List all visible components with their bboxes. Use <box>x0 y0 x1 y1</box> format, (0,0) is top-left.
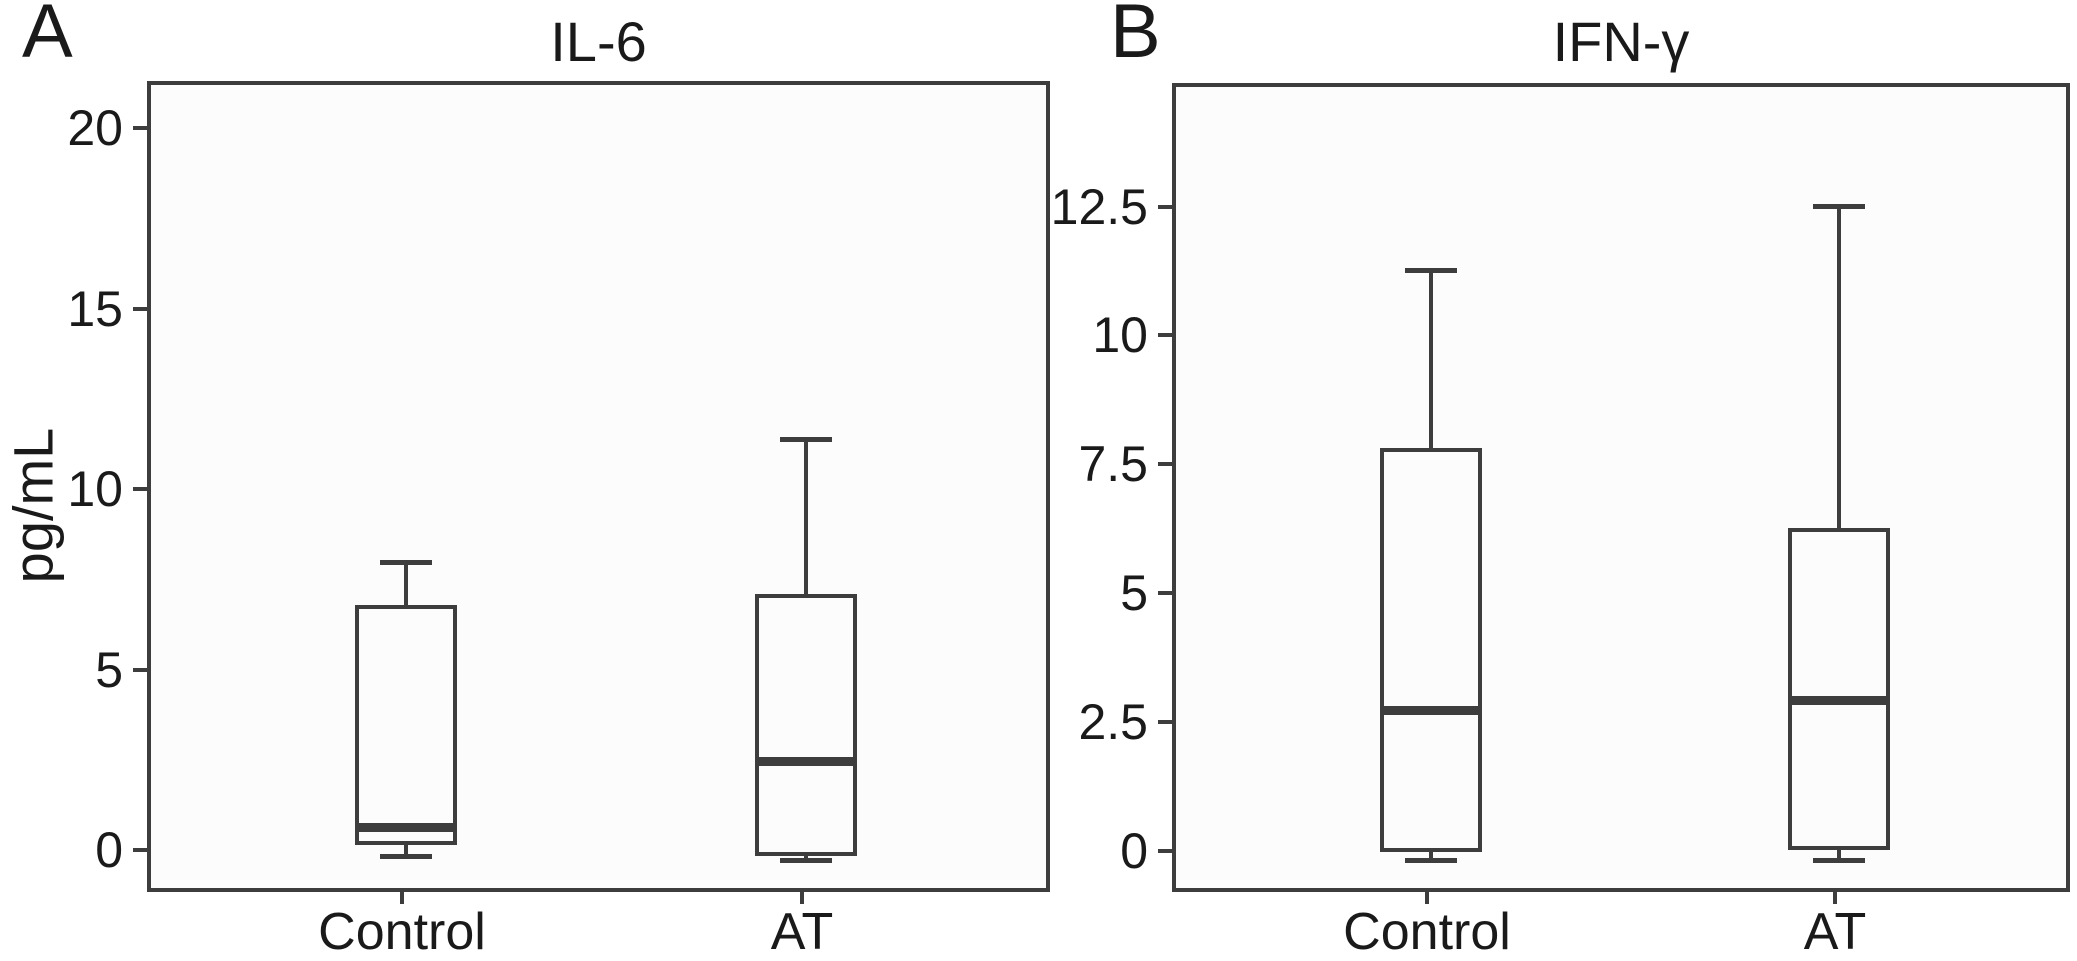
y-tick-mark <box>1158 591 1172 596</box>
lower-whisker <box>404 845 408 857</box>
y-tick-label: 12.5 <box>1050 178 1148 235</box>
y-tick-mark <box>133 306 147 311</box>
x-tick-mark <box>400 892 404 904</box>
y-tick-label: 5 <box>1120 565 1148 622</box>
upper-whisker <box>1837 205 1841 528</box>
y-tick-label: 15 <box>67 280 123 337</box>
y-tick-label: 7.5 <box>1078 436 1148 493</box>
x-tick-mark <box>1833 892 1837 904</box>
y-tick-label: 10 <box>67 461 123 518</box>
box-iqr <box>355 605 457 846</box>
upper-whisker-cap <box>780 437 832 443</box>
box-iqr <box>1380 447 1482 853</box>
lower-whisker-cap <box>380 854 432 860</box>
lower-whisker-cap <box>1813 857 1865 863</box>
y-tick-mark <box>1158 719 1172 724</box>
y-tick-mark <box>1158 333 1172 338</box>
lower-whisker-cap <box>780 857 832 863</box>
upper-whisker <box>404 561 408 606</box>
median-line <box>1788 696 1890 706</box>
box-iqr <box>755 594 857 857</box>
panel-a-plot-area <box>147 81 1050 892</box>
x-tick-label: Control <box>1343 903 1511 961</box>
y-tick-label: 0 <box>1120 822 1148 879</box>
lower-whisker <box>1837 849 1841 860</box>
y-tick-mark <box>1158 204 1172 209</box>
panel-b-title: IFN-γ <box>1552 10 1690 73</box>
box-iqr <box>1788 527 1890 850</box>
x-tick-label: Control <box>318 903 486 961</box>
upper-whisker <box>804 439 808 595</box>
upper-whisker <box>1429 269 1433 448</box>
upper-whisker-cap <box>380 559 432 565</box>
upper-whisker-cap <box>1405 267 1457 273</box>
y-tick-mark <box>1158 848 1172 853</box>
y-tick-label: 0 <box>95 822 123 879</box>
y-tick-label: 20 <box>67 99 123 156</box>
panel-b-label: B <box>1110 0 1161 74</box>
median-line <box>755 756 857 766</box>
y-tick-label: 10 <box>1092 307 1148 364</box>
median-line <box>355 823 457 833</box>
median-line <box>1380 706 1482 716</box>
y-tick-label: 5 <box>95 641 123 698</box>
y-tick-mark <box>133 125 147 130</box>
lower-whisker <box>1429 852 1433 860</box>
y-tick-mark <box>133 667 147 672</box>
panel-a-label: A <box>22 0 73 74</box>
x-tick-mark <box>800 892 804 904</box>
x-tick-mark <box>1425 892 1429 904</box>
y-tick-mark <box>133 848 147 853</box>
y-tick-label: 2.5 <box>1078 693 1148 750</box>
panel-a-title: IL-6 <box>550 10 647 73</box>
lower-whisker-cap <box>1405 857 1457 863</box>
y-tick-mark <box>133 487 147 492</box>
x-tick-label: AT <box>1803 903 1867 961</box>
panel-b-plot-area <box>1172 83 2070 892</box>
y-tick-mark <box>1158 462 1172 467</box>
upper-whisker-cap <box>1813 203 1865 209</box>
x-tick-label: AT <box>770 903 834 961</box>
